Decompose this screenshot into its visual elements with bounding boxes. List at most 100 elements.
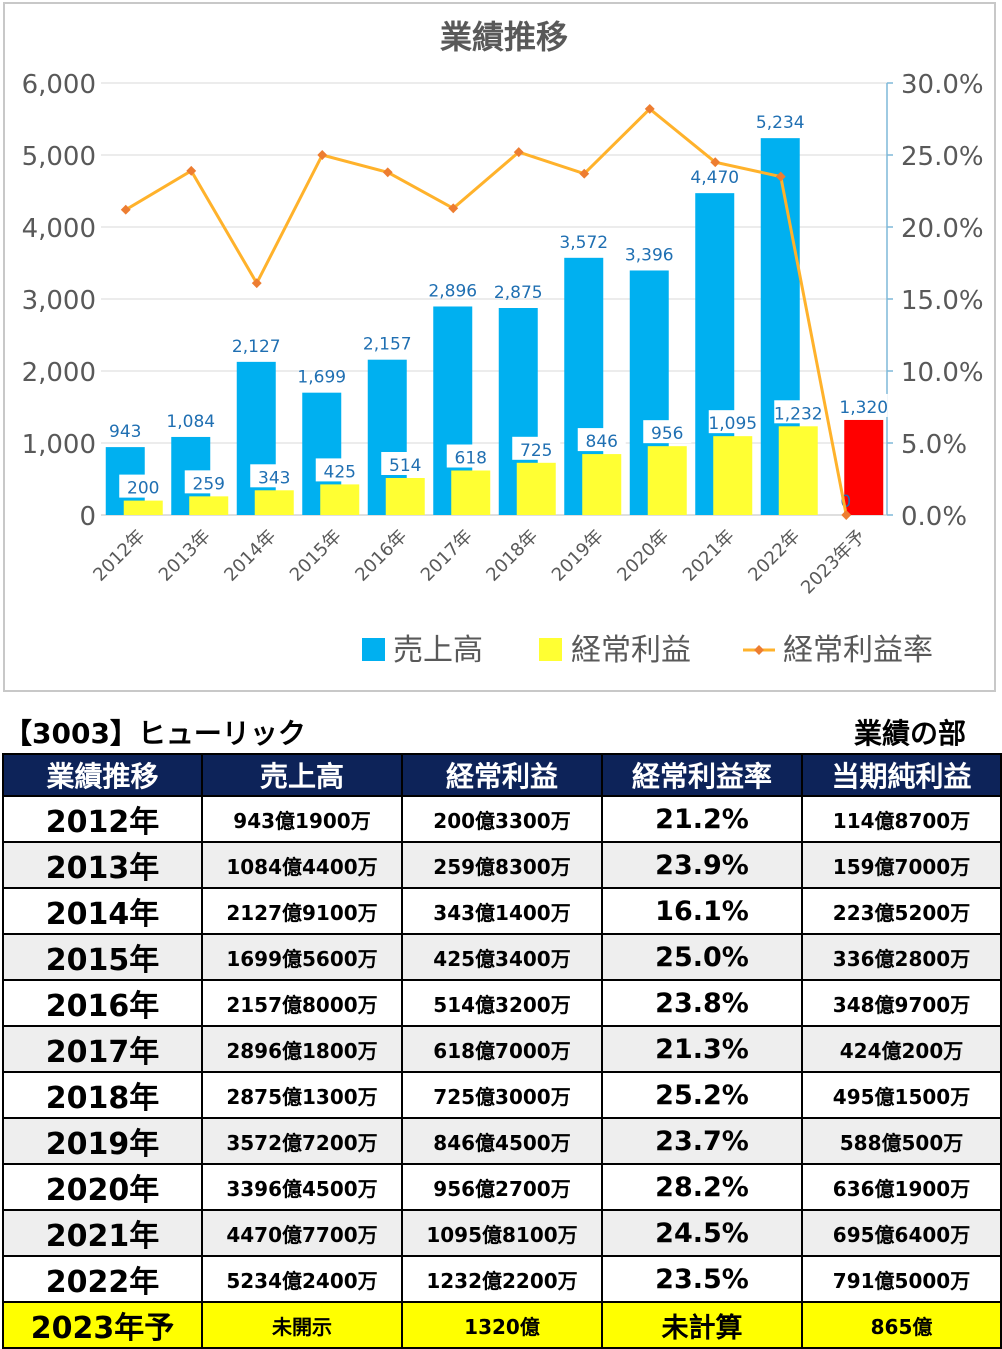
revenue-cell: 2127億9100万 <box>201 887 403 935</box>
x-tick-label: 2019年 <box>548 526 608 586</box>
x-tick-label: 2018年 <box>482 526 542 586</box>
table-row: 2015年 1699億5600万 425億3400万 25.0% 336億2800万 <box>2 933 1002 981</box>
x-tick-label: 2021年 <box>679 526 739 586</box>
profit-rate-cell: 25.0% <box>601 933 803 981</box>
ordinary-profit-cell: 425億3400万 <box>401 933 603 981</box>
ordinary-profit-bar <box>189 496 229 515</box>
x-tick-label: 2012年 <box>89 526 149 586</box>
revenue-data-label: 3,396 <box>625 245 674 265</box>
profit-data-label: 343 <box>258 468 290 488</box>
section-title: 業績の部 <box>853 717 966 750</box>
profit-data-label: 956 <box>651 424 683 444</box>
y-right-tick-label: 0.0% <box>901 502 967 532</box>
y-right-tick-label: 5.0% <box>901 430 967 460</box>
profit-label-bg <box>774 400 823 424</box>
net-income-cell: 588億500万 <box>801 1117 1002 1165</box>
revenue-cell: 4470億7700万 <box>201 1209 403 1257</box>
profit-rate-marker <box>186 165 197 176</box>
profit-data-label: 425 <box>324 462 356 482</box>
revenue-cell: 2875億1300万 <box>201 1071 403 1119</box>
ordinary-profit-cell: 259億8300万 <box>401 841 603 889</box>
net-income-cell: 159億7000万 <box>801 841 1002 889</box>
legend-swatch-ordinary-profit <box>539 638 562 661</box>
y-left-tick-label: 6,000 <box>22 70 96 100</box>
results-table: 業績推移 売上高 経常利益 経常利益率 当期純利益 2012年 943億1900万… <box>2 753 1002 1349</box>
legend-label-profit-rate: 経常利益率 <box>783 633 933 668</box>
chart-frame: 業績推移 0 1,000 2,000 3,000 4,000 5,000 6,000 0.0% 5… <box>3 2 996 692</box>
ordinary-profit-bar <box>582 454 622 515</box>
revenue-data-label: 2,127 <box>232 337 281 357</box>
table-header-row: 業績推移 売上高 経常利益 経常利益率 当期純利益 <box>2 753 1002 797</box>
profit-data-label: 514 <box>389 456 421 476</box>
ordinary-profit-cell: 1095億8100万 <box>401 1209 603 1257</box>
ordinary-profit-bar <box>385 477 425 515</box>
profit-label-bg <box>708 410 757 434</box>
period-cell: 2020年 <box>2 1163 203 1211</box>
profit-rate-marker <box>841 510 852 520</box>
profit-rate-cell: 24.5% <box>601 1209 803 1257</box>
profit-label-bg <box>577 428 626 452</box>
revenue-data-label: 4,470 <box>690 168 739 188</box>
revenue-cell: 3396億4500万 <box>201 1163 403 1211</box>
period-cell: 2019年 <box>2 1117 203 1165</box>
revenue-cell: 943億1900万 <box>201 795 403 843</box>
company-title: 【3003】ヒューリック <box>4 717 306 750</box>
profit-label-bg <box>839 393 888 417</box>
profit-rate-cell: 16.1% <box>601 887 803 935</box>
profit-data-label: 200 <box>127 479 159 499</box>
revenue-data-label: 2,875 <box>494 283 543 303</box>
x-tick-label: 2015年 <box>286 526 346 586</box>
revenue-cell: 2896億1800万 <box>201 1025 403 1073</box>
ordinary-profit-bar <box>254 490 294 515</box>
ordinary-profit-bar <box>844 419 884 515</box>
profit-rate-cell: 28.2% <box>601 1163 803 1211</box>
period-cell: 2015年 <box>2 933 203 981</box>
table-row: 2014年 2127億9100万 343億1400万 16.1% 223億5200万 <box>2 887 1002 935</box>
profit-label-bg <box>250 464 299 488</box>
y-right-tick-label: 15.0% <box>901 286 984 316</box>
table-row: 2021年 4470億7700万 1095億8100万 24.5% 695億6400万 <box>2 1209 1002 1257</box>
net-income-cell: 348億9700万 <box>801 979 1002 1027</box>
profit-rate-cell: 21.2% <box>601 795 803 843</box>
revenue-cell: 2157億8000万 <box>201 979 403 1027</box>
y-left-tick-label: 2,000 <box>22 358 96 388</box>
ordinary-profit-bar <box>778 426 818 515</box>
profit-data-label: 846 <box>586 432 618 452</box>
ordinary-profit-cell: 956億2700万 <box>401 1163 603 1211</box>
chart-title: 業績推移 <box>440 18 568 56</box>
revenue-data-label: 2,157 <box>363 335 412 355</box>
profit-rate-line <box>124 106 848 516</box>
revenue-bar <box>236 361 276 515</box>
period-cell: 2012年 <box>2 795 203 843</box>
results-chart: 業績推移 0 1,000 2,000 3,000 4,000 5,000 6,000 0.0% 5… <box>22 18 984 668</box>
profit-rate-marker <box>317 150 328 160</box>
revenue-cell: 1699億5600万 <box>201 933 403 981</box>
profit-rate-cell: 21.3% <box>601 1025 803 1073</box>
profit-data-label: 1,232 <box>774 404 823 424</box>
table-row: 2013年 1084億4400万 259億8300万 23.9% 159億7000万 <box>2 841 1002 889</box>
profit-data-label: 259 <box>193 474 225 494</box>
profit-data-label: 725 <box>520 441 552 461</box>
profit-rate-marker <box>120 204 131 215</box>
revenue-data-label: 0 <box>840 492 851 512</box>
net-income-cell: 791億5000万 <box>801 1255 1002 1303</box>
y-left-tick-label: 3,000 <box>22 286 96 316</box>
profit-data-label: 1,320 <box>839 398 888 418</box>
table-row: 2012年 943億1900万 200億3300万 21.2% 114億8700万 <box>2 795 1002 843</box>
legend-label-ordinary-profit: 経常利益 <box>571 633 691 668</box>
y-right-tick-label: 30.0% <box>901 70 984 100</box>
profit-rate-marker <box>579 168 590 179</box>
period-cell: 2021年 <box>2 1209 203 1257</box>
profit-label-bg <box>381 451 430 475</box>
y-left-tick-label: 1,000 <box>22 430 96 460</box>
x-tick-label: 2016年 <box>351 526 411 586</box>
ordinary-profit-cell: 846億4500万 <box>401 1117 603 1165</box>
period-cell: 2023年予 <box>2 1301 203 1349</box>
header-period: 業績推移 <box>2 753 203 797</box>
x-tick-label: 2013年 <box>155 526 215 586</box>
table-row: 2016年 2157億8000万 514億3200万 23.8% 348億9700万 <box>2 979 1002 1027</box>
net-income-cell: 424億200万 <box>801 1025 1002 1073</box>
period-cell: 2022年 <box>2 1255 203 1303</box>
profit-rate-marker <box>775 171 786 182</box>
revenue-cell: 3572億7200万 <box>201 1117 403 1165</box>
